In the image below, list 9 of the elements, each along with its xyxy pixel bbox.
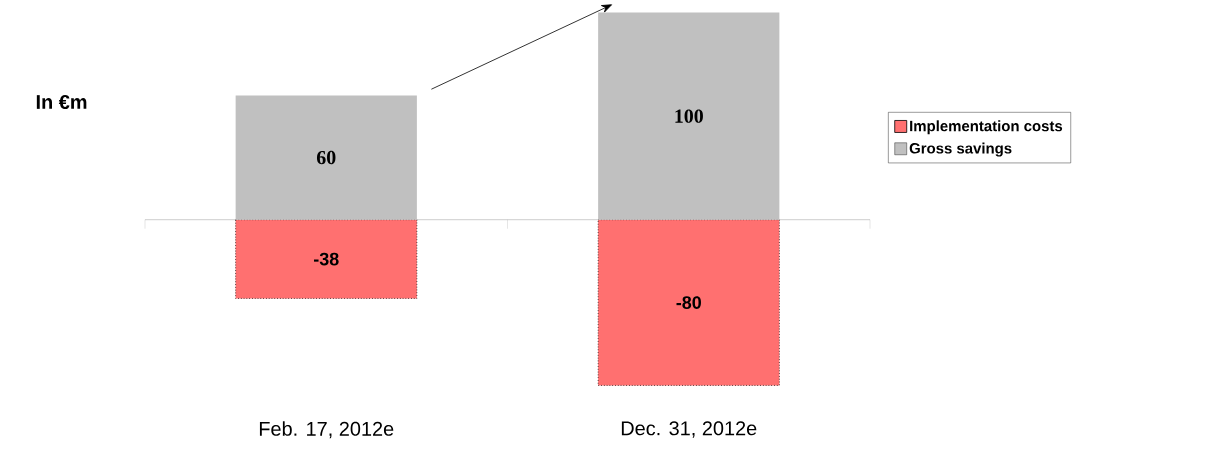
legend-label: Gross savings (909, 142, 1012, 157)
legend-label: Implementation costs (910, 120, 1063, 135)
data-label: 100 (675, 109, 703, 123)
text: In €m (36, 94, 87, 110)
x-tick-label: Dec. 31, 2012e (621, 421, 757, 438)
data-label: -38 (314, 252, 339, 266)
data-label: -80 (676, 296, 701, 309)
x-tick-label: Feb. 17, 2012e (259, 421, 394, 439)
data-label: 60 (316, 150, 336, 165)
